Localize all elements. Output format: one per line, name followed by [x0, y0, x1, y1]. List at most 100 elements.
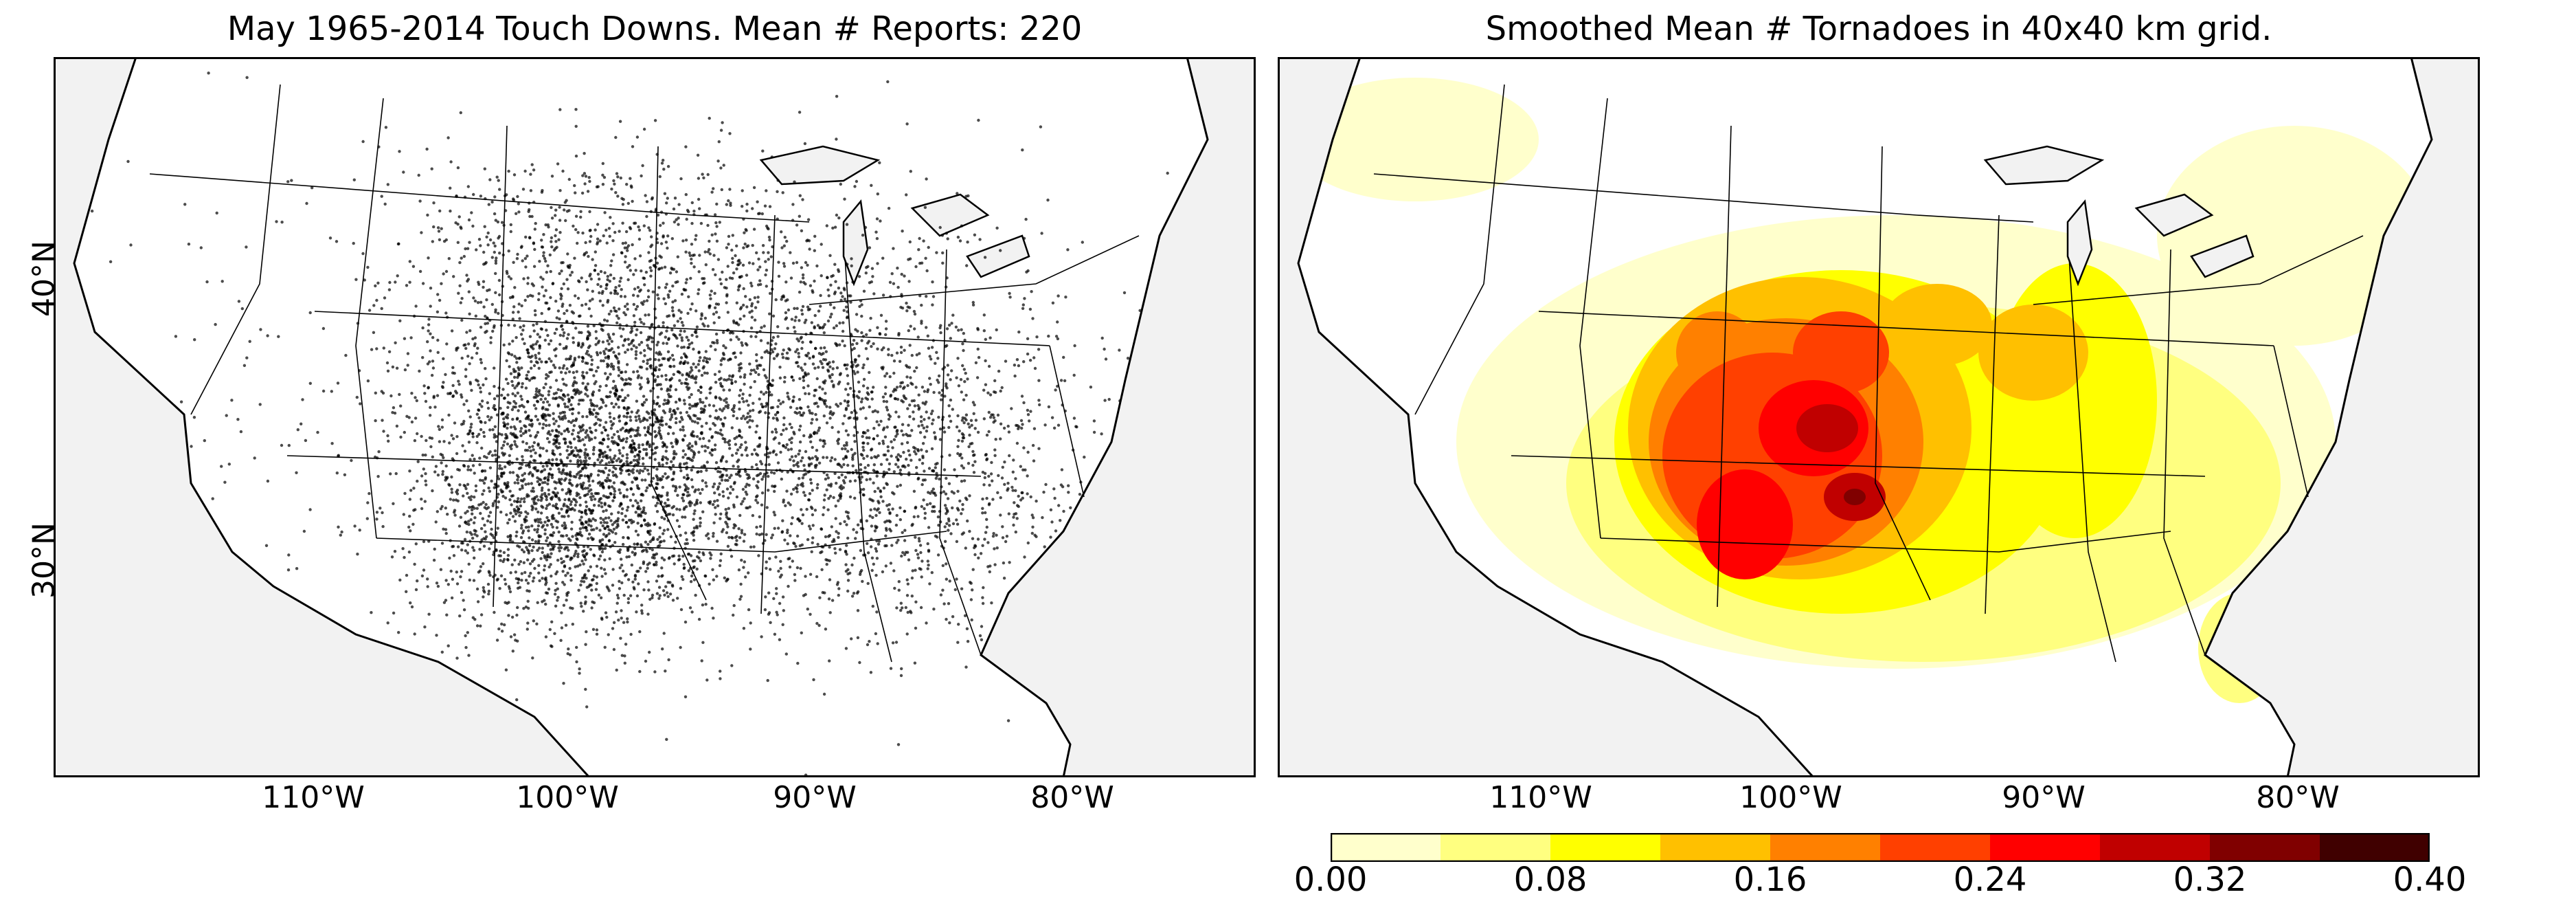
tornado-report-point	[947, 425, 951, 430]
tornado-report-point	[524, 482, 528, 486]
tornado-report-point	[665, 282, 668, 286]
tornado-report-point	[550, 473, 554, 477]
tornado-report-point	[438, 298, 442, 302]
tornado-report-point	[451, 577, 455, 581]
tornado-report-point	[608, 395, 611, 399]
tornado-report-point	[947, 404, 951, 408]
tornado-report-point	[829, 459, 833, 463]
tornado-report-point	[748, 393, 752, 397]
tornado-report-point	[399, 435, 403, 439]
tornado-report-point	[871, 275, 874, 278]
tornado-report-point	[387, 350, 392, 353]
tornado-report-point	[743, 560, 747, 564]
tornado-report-point	[571, 623, 574, 626]
tornado-report-point	[611, 568, 615, 571]
tornado-report-point	[632, 314, 636, 318]
tornado-report-point	[760, 572, 764, 576]
tornado-report-point	[539, 495, 543, 498]
tornado-report-point	[483, 455, 486, 458]
tornado-report-point	[937, 524, 940, 527]
tornado-report-point	[964, 665, 968, 669]
tornado-report-point	[874, 549, 879, 553]
tornado-report-point	[618, 323, 622, 326]
tornado-report-point	[768, 557, 771, 560]
tornado-report-point	[955, 518, 958, 522]
tornado-report-point	[874, 632, 878, 636]
tornado-report-point	[843, 481, 846, 485]
tornado-report-point	[1026, 541, 1030, 545]
tornado-report-point	[666, 493, 669, 497]
tornado-report-point	[677, 223, 680, 226]
tornado-report-point	[393, 550, 397, 553]
tornado-report-point	[590, 588, 594, 592]
tornado-report-point	[810, 421, 813, 425]
tornado-report-point	[569, 579, 573, 582]
tornado-report-point	[675, 438, 678, 441]
tornado-report-point	[899, 468, 903, 472]
tornado-report-point	[677, 309, 681, 312]
tornado-report-point	[668, 418, 673, 421]
tornado-report-point	[952, 491, 956, 495]
tornado-report-point	[771, 379, 775, 382]
tornado-report-point	[1030, 290, 1033, 293]
tornado-report-point	[864, 347, 868, 351]
tornado-report-point	[712, 254, 716, 257]
tornado-report-point	[715, 225, 719, 228]
tornado-report-point	[637, 414, 641, 418]
tornado-report-point	[589, 314, 593, 318]
tornado-report-point	[991, 479, 994, 482]
tornado-report-point	[940, 393, 944, 397]
tornado-report-point	[852, 339, 856, 342]
tornado-report-point	[662, 455, 665, 458]
tornado-report-point	[619, 176, 622, 180]
tornado-report-point	[692, 253, 696, 257]
tornado-report-point	[669, 365, 673, 368]
tornado-report-point	[890, 272, 894, 276]
tornado-report-point	[574, 552, 577, 555]
tornado-report-point	[739, 351, 743, 355]
tornado-report-point	[839, 291, 843, 295]
tornado-report-point	[401, 547, 405, 551]
tornado-report-point	[721, 494, 725, 498]
tornado-report-point	[479, 540, 482, 544]
tornado-report-point	[640, 609, 644, 612]
tornado-report-point	[589, 234, 593, 238]
tornado-report-point	[624, 421, 629, 425]
tornado-report-point	[732, 526, 736, 530]
tornado-report-point	[922, 426, 926, 430]
tornado-report-point	[584, 436, 587, 439]
tornado-report-point	[834, 504, 837, 508]
tornado-report-point	[530, 548, 534, 553]
tornado-report-point	[492, 550, 496, 554]
tornado-report-point	[639, 566, 642, 570]
tornado-report-point	[534, 390, 539, 393]
tornado-report-point	[927, 417, 931, 420]
tornado-report-point	[486, 519, 490, 523]
tornado-report-point	[833, 458, 837, 461]
tornado-report-point	[506, 422, 510, 426]
tornado-report-point	[391, 365, 395, 369]
tornado-report-point	[822, 471, 826, 474]
tornado-report-point	[521, 259, 524, 263]
tornado-report-point	[905, 441, 909, 445]
tornado-report-point	[562, 382, 566, 386]
tornado-report-point	[962, 398, 966, 401]
tornado-report-point	[902, 451, 905, 454]
tornado-report-point	[618, 548, 622, 552]
tornado-report-point	[618, 419, 622, 423]
tornado-report-point	[420, 574, 425, 578]
tornado-report-point	[550, 359, 553, 363]
tornado-report-point	[786, 542, 789, 546]
tornado-report-point	[815, 431, 819, 435]
tornado-report-point	[771, 245, 774, 249]
tornado-report-point	[526, 415, 530, 419]
tornado-report-point	[644, 313, 647, 317]
tornado-report-point	[392, 611, 396, 615]
tornado-report-point	[938, 509, 942, 513]
tornado-report-point	[874, 513, 878, 518]
tornado-report-point	[703, 371, 707, 375]
tornado-report-point	[914, 568, 917, 572]
tornado-report-point	[826, 319, 831, 323]
tornado-report-point	[594, 228, 597, 232]
tornado-report-point	[425, 439, 428, 443]
